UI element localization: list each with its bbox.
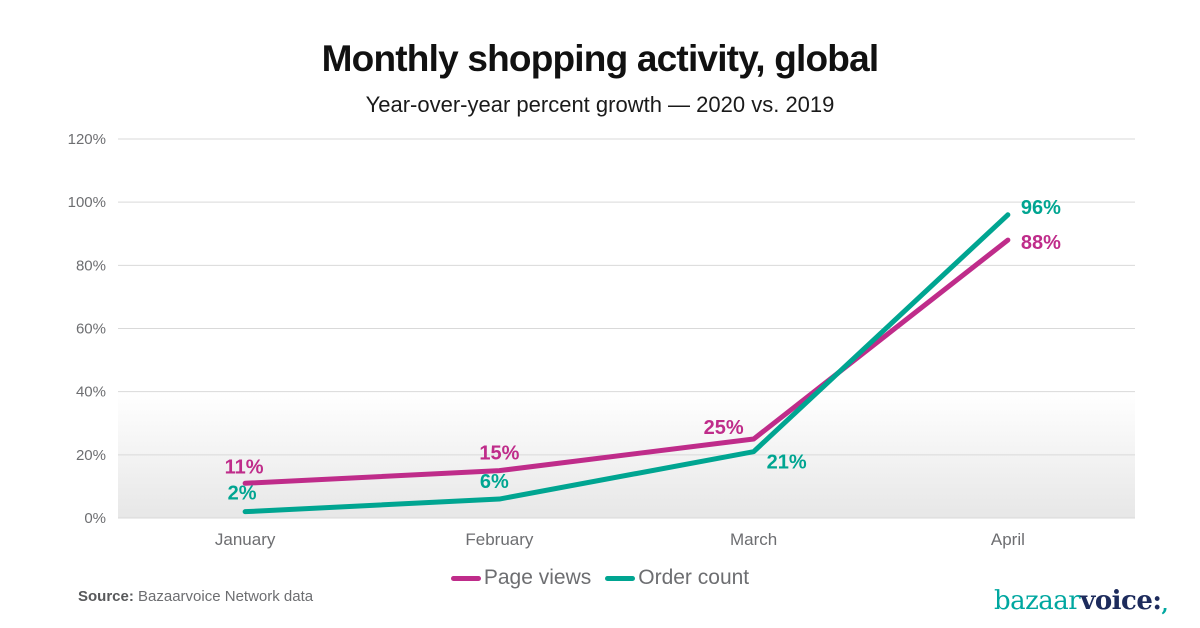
source-note: Source: Bazaarvoice Network data	[78, 588, 313, 605]
y-axis-tick-label: 20%	[76, 447, 106, 464]
x-axis-label: March	[730, 530, 777, 549]
data-label: 96%	[1021, 197, 1061, 219]
logo-comma-mark: ,	[1161, 592, 1169, 616]
x-axis-label: April	[991, 530, 1025, 549]
y-axis-tick-label: 120%	[68, 131, 106, 148]
x-axis-label: January	[215, 530, 276, 549]
line-order-count	[242, 212, 1011, 515]
data-label: 88%	[1021, 232, 1061, 254]
y-axis-tick-label: 60%	[76, 321, 106, 338]
y-axis-tick-label: 0%	[84, 510, 106, 527]
source-label: Source:	[78, 588, 134, 605]
source-text: Bazaarvoice Network data	[133, 588, 314, 605]
data-label: 6%	[480, 471, 509, 493]
legend-label-order-count: Order count	[638, 566, 750, 589]
logo-voice: voice	[1080, 586, 1153, 616]
legend-label-page-views: Page views	[483, 566, 592, 589]
x-axis-label: February	[465, 530, 534, 549]
chart-legend: Page views Order count	[0, 566, 1200, 590]
y-axis-tick-label: 40%	[76, 384, 106, 401]
legend-item-order-count: Order count	[605, 566, 749, 590]
line-page-views	[242, 237, 1011, 486]
chart-subtitle: Year-over-year percent growth — 2020 vs.…	[365, 92, 835, 117]
y-axis-tick-label: 80%	[76, 257, 106, 274]
data-label: 2%	[228, 483, 257, 505]
legend-item-page-views: Page views	[450, 566, 592, 590]
data-label: 25%	[704, 417, 744, 439]
y-axis-tick-label: 100%	[68, 194, 106, 211]
logo-bazaar: bazaar	[993, 586, 1081, 616]
data-label: 15%	[479, 443, 519, 465]
legend-swatch-order-count	[605, 575, 636, 581]
data-label: 21%	[767, 452, 807, 474]
data-label: 11%	[225, 456, 264, 478]
chart-title: Monthly shopping activity, global	[321, 38, 880, 79]
legend-swatch-page-views	[450, 575, 481, 581]
bazaarvoice-logo: bazaarvoice:,	[993, 586, 1169, 616]
logo-colon: :	[1152, 586, 1162, 616]
chart-header: Monthly shopping activity, global Year-o…	[0, 38, 1200, 118]
